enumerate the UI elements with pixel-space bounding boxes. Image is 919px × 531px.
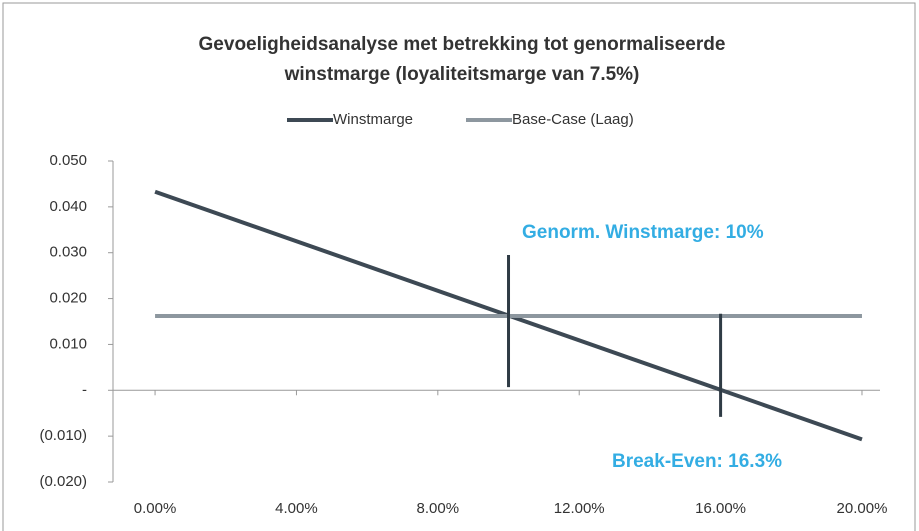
legend-label: Base-Case (Laag) <box>512 111 634 128</box>
y-tick-label: (0.010) <box>39 427 87 444</box>
x-tick-label: 20.00% <box>837 500 888 517</box>
x-tick-label: 16.00% <box>695 500 746 517</box>
x-tick-label: 12.00% <box>554 500 605 517</box>
y-tick-label: 0.040 <box>49 198 87 215</box>
legend-label: Winstmarge <box>333 111 413 128</box>
y-tick-label: - <box>82 381 87 398</box>
y-tick-label: 0.020 <box>49 290 87 307</box>
annotation-label: Genorm. Winstmarge: 10% <box>522 222 764 243</box>
annotation-label: Break-Even: 16.3% <box>612 451 782 472</box>
chart-title: Gevoeligheidsanalyse met betrekking tot … <box>199 34 726 55</box>
y-tick-label: 0.010 <box>49 335 87 352</box>
x-tick-label: 0.00% <box>134 500 177 517</box>
y-tick-label: (0.020) <box>39 473 87 490</box>
y-tick-label: 0.050 <box>49 152 87 169</box>
x-tick-label: 8.00% <box>417 500 460 517</box>
chart-title: winstmarge (loyaliteitsmarge van 7.5%) <box>284 64 640 85</box>
y-tick-label: 0.030 <box>49 244 87 261</box>
x-tick-label: 4.00% <box>275 500 318 517</box>
